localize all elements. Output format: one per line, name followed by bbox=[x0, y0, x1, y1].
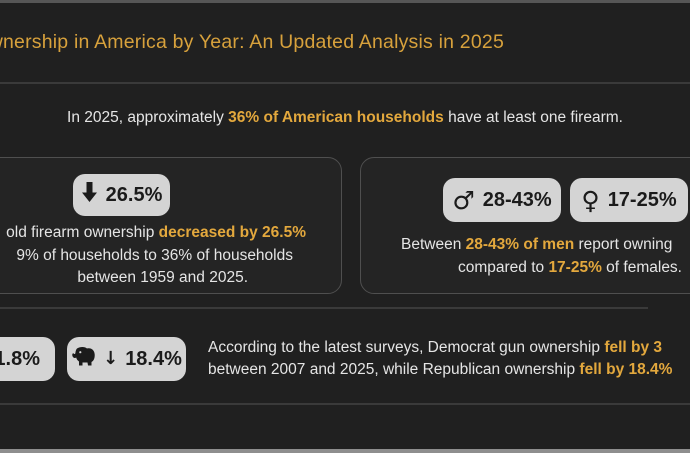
decrease-badge-value: 26.5% bbox=[105, 183, 163, 206]
female-icon: ♀ bbox=[581, 185, 600, 215]
household-ownership-card bbox=[0, 157, 342, 294]
republican-decline-badge: ↓ 18.4% bbox=[67, 337, 186, 381]
page-title[interactable]: wnership in America by Year: An Updated … bbox=[0, 31, 504, 53]
democrat-decline-badge: 31.8% bbox=[0, 337, 55, 381]
household-line-1: old firearm ownership decreased by 26.5% bbox=[6, 224, 306, 242]
republican-badge-value: 18.4% bbox=[125, 347, 182, 370]
gender-line-2-highlight: 17-25% bbox=[548, 259, 602, 276]
male-badge-value: 28-43% bbox=[482, 188, 552, 211]
gender-line-1-pre: Between bbox=[401, 236, 466, 253]
gender-line-1: Between 28-43% of men report owning bbox=[401, 236, 672, 254]
decrease-badge: 26.5% bbox=[73, 174, 170, 216]
gender-line-2-pre: compared to bbox=[457, 259, 549, 276]
divider-bottom bbox=[0, 403, 690, 405]
intro-statement: In 2025, approximately 36% of American h… bbox=[0, 109, 690, 127]
intro-pre: In 2025, approximately bbox=[67, 109, 229, 126]
female-badge-value: 17-25% bbox=[607, 188, 677, 211]
party-line-1: According to the latest surveys, Democra… bbox=[208, 339, 662, 357]
party-line-2-pre: between 2007 and 2025, while Republican … bbox=[208, 361, 580, 378]
elephant-icon bbox=[71, 346, 96, 373]
divider-middle bbox=[0, 307, 648, 309]
down-arrow-icon bbox=[81, 181, 98, 209]
democrat-badge-value: 31.8% bbox=[0, 347, 40, 370]
party-line-1-pre: According to the latest surveys, Democra… bbox=[208, 339, 605, 356]
bottom-border-strip bbox=[0, 449, 690, 453]
divider-top bbox=[0, 82, 690, 84]
household-line-1-pre: old firearm ownership bbox=[6, 224, 159, 241]
male-icon: ♂ bbox=[452, 185, 475, 215]
female-ownership-badge: ♀ 17-25% bbox=[570, 178, 688, 222]
gender-line-2-post: of females. bbox=[601, 259, 682, 276]
household-line-3: between 1959 and 2025. bbox=[77, 269, 248, 286]
small-down-arrow-icon: ↓ bbox=[103, 348, 119, 369]
household-line-2: 9% of households to 36% of households bbox=[16, 247, 293, 264]
gender-line-1-post: report owning bbox=[574, 236, 673, 253]
intro-highlight: 36% of American households bbox=[228, 109, 444, 126]
male-ownership-badge: ♂ 28-43% bbox=[443, 178, 561, 222]
gender-line-2: compared to 17-25% of females. bbox=[458, 259, 682, 277]
party-line-2: between 2007 and 2025, while Republican … bbox=[208, 361, 672, 379]
household-line-1-highlight: decreased by 26.5% bbox=[158, 224, 306, 241]
party-line-2-highlight: fell by 18.4% bbox=[579, 361, 673, 378]
party-line-1-highlight: fell by 3 bbox=[604, 339, 663, 356]
intro-post: have at least one firearm. bbox=[443, 109, 623, 126]
gender-line-1-highlight: 28-43% of men bbox=[465, 236, 575, 253]
top-border-strip bbox=[0, 0, 690, 3]
